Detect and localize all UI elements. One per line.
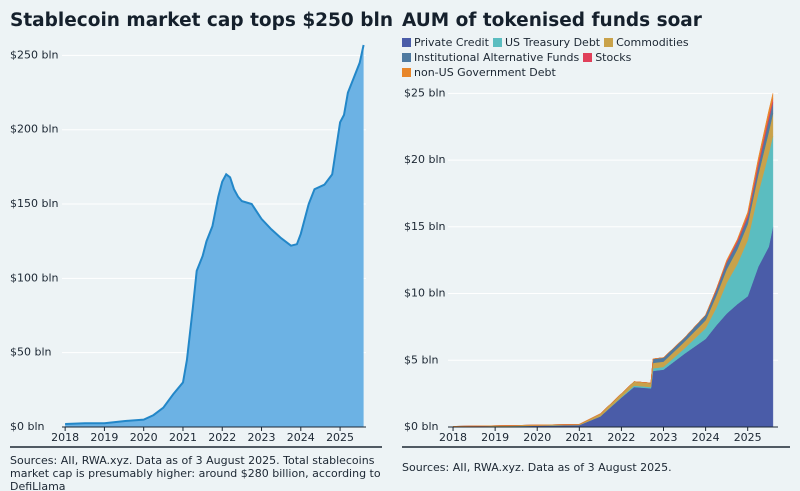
plot-area bbox=[452, 93, 774, 428]
y-tick-label: $50 bln bbox=[10, 346, 52, 359]
line bbox=[65, 44, 365, 425]
y-tick-label: $20 bln bbox=[404, 153, 446, 166]
x-tick-label: 2020 bbox=[130, 431, 158, 444]
source-note: Sources: AII, RWA.xyz. Data as of 3 Augu… bbox=[10, 454, 381, 491]
legend-item: non-US Government Debt bbox=[402, 65, 556, 80]
x-tick-label: 2024 bbox=[692, 431, 720, 444]
area bbox=[65, 45, 364, 427]
y-tick-label: $200 bln bbox=[10, 123, 59, 136]
legend-swatch bbox=[402, 53, 411, 62]
stacked-area bbox=[453, 226, 774, 428]
x-tick-label: 2019 bbox=[481, 431, 509, 444]
y-tick-label: $100 bln bbox=[10, 271, 59, 284]
plot-area bbox=[65, 44, 365, 427]
x-tick-label: 2018 bbox=[51, 431, 79, 444]
x-tick-label: 2021 bbox=[565, 431, 593, 444]
legend-item: US Treasury Debt bbox=[492, 35, 601, 50]
stacked-area bbox=[453, 93, 774, 427]
y-tick-label: $250 bln bbox=[10, 48, 59, 61]
x-tick-label: 2023 bbox=[650, 431, 678, 444]
x-tick-label: 2025 bbox=[734, 431, 762, 444]
legend-swatch bbox=[604, 38, 614, 47]
legend-item: Commodities bbox=[604, 35, 689, 50]
y-tick-label: $25 bln bbox=[404, 86, 446, 99]
x-tick-label: 2018 bbox=[439, 431, 467, 444]
x-tick-label: 2021 bbox=[169, 431, 197, 444]
legend-swatch bbox=[583, 53, 593, 62]
legend-label: non-US Government Debt bbox=[414, 66, 556, 79]
legend-item: Stocks bbox=[583, 50, 631, 65]
legend: Private Credit US Treasury Debt Commoditie… bbox=[402, 35, 792, 80]
legend-item: Institutional Alternative Funds bbox=[402, 50, 579, 65]
x-tick-label: 2023 bbox=[248, 431, 276, 444]
legend-label: Commodities bbox=[616, 36, 689, 49]
legend-label: US Treasury Debt bbox=[504, 36, 601, 49]
chart-title: AUM of tokenised funds soar bbox=[402, 10, 703, 31]
x-tick-label: 2019 bbox=[90, 431, 118, 444]
y-tick-label: $10 bln bbox=[404, 287, 446, 300]
legend-label: Private Credit bbox=[414, 36, 489, 49]
y-tick-label: $0 bln bbox=[404, 420, 439, 433]
y-tick-label: $150 bln bbox=[10, 197, 59, 210]
legend-swatch bbox=[492, 38, 502, 47]
y-tick-label: $5 bln bbox=[404, 353, 439, 366]
x-tick-label: 2024 bbox=[287, 431, 315, 444]
x-tick-label: 2022 bbox=[208, 431, 236, 444]
x-tick-label: 2020 bbox=[523, 431, 551, 444]
source-note: Sources: AII, RWA.xyz. Data as of 3 Augu… bbox=[402, 461, 672, 474]
y-tick-label: $15 bln bbox=[404, 220, 446, 233]
legend-swatch bbox=[402, 38, 411, 47]
legend-swatch bbox=[402, 68, 411, 77]
legend-label: Stocks bbox=[595, 51, 632, 64]
legend-item: Private Credit bbox=[402, 35, 489, 50]
y-tick-label: $0 bln bbox=[10, 420, 45, 433]
legend-label: Institutional Alternative Funds bbox=[414, 51, 580, 64]
x-tick-label: 2022 bbox=[607, 431, 635, 444]
x-tick-label: 2025 bbox=[326, 431, 354, 444]
chart-title: Stablecoin market cap tops $250 bln bbox=[10, 10, 393, 31]
